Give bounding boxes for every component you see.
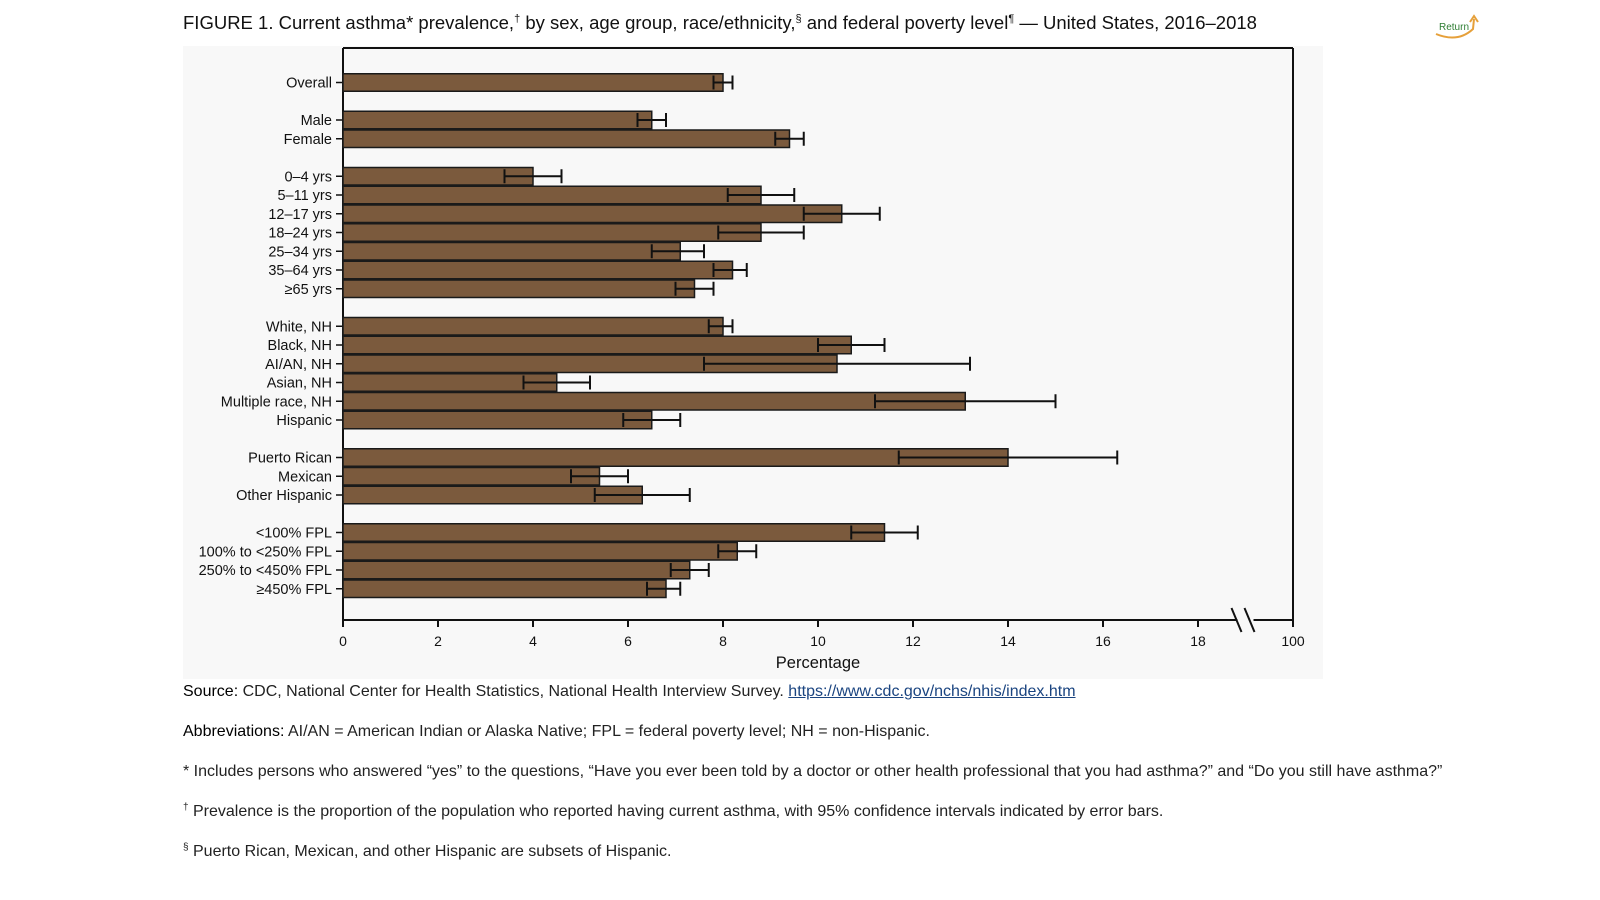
title-text-4: — United States, 2016–2018 bbox=[1014, 12, 1257, 33]
x-tick-label: 18 bbox=[1190, 633, 1206, 649]
bar-250-to-450-fpl bbox=[342, 560, 691, 580]
return-link[interactable]: Return bbox=[1432, 12, 1482, 40]
footnote-dagger-mark: † bbox=[183, 802, 189, 813]
bar-100-fpl bbox=[342, 523, 886, 542]
footnote-dagger: † Prevalence is the proportion of the po… bbox=[183, 800, 1473, 824]
return-arrow-icon bbox=[1435, 14, 1479, 39]
x-tick-label: 6 bbox=[624, 633, 632, 649]
source-note: Source: CDC, National Center for Health … bbox=[183, 680, 1473, 704]
bar-female bbox=[342, 129, 791, 149]
footnote-section: § Puerto Rican, Mexican, and other Hispa… bbox=[183, 840, 1473, 864]
bar-18-24-yrs bbox=[342, 223, 762, 242]
category-label-100-fpl: <100% FPL bbox=[256, 526, 332, 542]
bar-450-fpl bbox=[342, 579, 667, 599]
title-text-1: FIGURE 1. Current asthma* prevalence, bbox=[183, 12, 515, 33]
footnote-dagger-text: Prevalence is the proportion of the popu… bbox=[188, 803, 1164, 820]
title-footnote-section: § bbox=[795, 13, 802, 25]
x-tick-label: 8 bbox=[719, 633, 727, 649]
category-label-female: Female bbox=[284, 132, 332, 148]
category-label-black-nh: Black, NH bbox=[268, 338, 332, 354]
category-label-5-11-yrs: 5–11 yrs bbox=[277, 188, 332, 204]
bar-100-to-250-fpl bbox=[342, 541, 738, 561]
bar-5-11-yrs bbox=[342, 185, 762, 205]
abbreviations-label: Abbreviations: bbox=[183, 723, 285, 740]
bar-25-34-yrs bbox=[342, 241, 681, 261]
x-tick-label: 16 bbox=[1095, 633, 1111, 649]
category-label-25-34-yrs: 25–34 yrs bbox=[268, 244, 332, 260]
bar-35-64-yrs bbox=[342, 260, 734, 280]
bar-mexican bbox=[342, 466, 601, 486]
figure-notes: Source: CDC, National Center for Health … bbox=[183, 680, 1473, 880]
x-tick-label: 14 bbox=[1000, 633, 1016, 649]
bar-black-nh bbox=[342, 335, 852, 355]
x-tick-label: 0 bbox=[339, 633, 347, 649]
category-label-other-hispanic: Other Hispanic bbox=[236, 488, 332, 504]
category-label-450-fpl: ≥450% FPL bbox=[256, 582, 332, 598]
source-text: CDC, National Center for Health Statisti… bbox=[238, 683, 789, 700]
title-footnote-pilcrow: ¶ bbox=[1008, 13, 1015, 25]
category-label-hispanic: Hispanic bbox=[276, 413, 332, 429]
category-label-mexican: Mexican bbox=[278, 469, 332, 485]
category-label-multiple-race-nh: Multiple race, NH bbox=[221, 394, 332, 410]
category-label-65-yrs: ≥65 yrs bbox=[285, 282, 332, 298]
category-label-overall: Overall bbox=[286, 76, 332, 92]
axis-break-mark bbox=[1243, 607, 1256, 633]
figure-title: FIGURE 1. Current asthma* prevalence,† b… bbox=[183, 10, 1443, 36]
bar-hispanic bbox=[342, 410, 653, 430]
x-tick-label: 100 bbox=[1281, 633, 1305, 649]
x-tick-label: 4 bbox=[529, 633, 537, 649]
category-label-100-to-250-fpl: 100% to <250% FPL bbox=[199, 544, 332, 560]
category-label-white-nh: White, NH bbox=[266, 319, 332, 335]
footnote-asterisk: * Includes persons who answered “yes” to… bbox=[183, 763, 1443, 780]
x-axis-label: Percentage bbox=[776, 654, 860, 672]
bar-65-yrs bbox=[342, 279, 696, 299]
footnote-section-mark: § bbox=[183, 842, 189, 853]
category-label-250-to-450-fpl: 250% to <450% FPL bbox=[199, 563, 332, 579]
category-label-male: Male bbox=[301, 113, 332, 129]
chart-panel: 0 2 4 6 8 10 12 14 16 18 100 Percentage Overall Male F… bbox=[183, 46, 1323, 679]
bar-multiple-race-nh bbox=[342, 391, 966, 411]
x-tick-label: 12 bbox=[905, 633, 921, 649]
category-label-12-17-yrs: 12–17 yrs bbox=[268, 207, 332, 223]
bar-12-17-yrs bbox=[342, 204, 843, 224]
source-label: Source: bbox=[183, 683, 239, 700]
category-label-0-4-yrs: 0–4 yrs bbox=[284, 169, 332, 185]
category-label-18-24-yrs: 18–24 yrs bbox=[268, 226, 332, 242]
abbreviations-note: Abbreviations: AI/AN = American Indian o… bbox=[183, 720, 1473, 744]
category-label-asian-nh: Asian, NH bbox=[267, 376, 332, 392]
bar-white-nh bbox=[342, 316, 724, 336]
source-link[interactable]: https://www.cdc.gov/nchs/nhis/index.htm bbox=[788, 683, 1076, 700]
return-label: Return bbox=[1438, 21, 1469, 33]
bar-overall bbox=[342, 73, 724, 92]
x-tick-label: 2 bbox=[434, 633, 442, 649]
axis-break-mark bbox=[1230, 607, 1243, 633]
title-footnote-dagger: † bbox=[514, 13, 521, 25]
title-text-3: and federal poverty level bbox=[801, 12, 1009, 33]
footnote-section-text: Puerto Rican, Mexican, and other Hispani… bbox=[188, 843, 672, 860]
x-tick-label: 10 bbox=[810, 633, 826, 649]
category-label-35-64-yrs: 35–64 yrs bbox=[268, 263, 332, 279]
bar-male bbox=[342, 110, 653, 130]
category-label-ai-an-nh: AI/AN, NH bbox=[265, 357, 332, 373]
category-label-puerto-rican: Puerto Rican bbox=[248, 451, 332, 467]
bar-chart: 0 2 4 6 8 10 12 14 16 18 100 Percentage Overall Male F… bbox=[199, 47, 1305, 672]
title-text-2: by sex, age group, race/ethnicity, bbox=[520, 12, 796, 33]
abbreviations-text: AI/AN = American Indian or Alaska Native… bbox=[284, 723, 930, 740]
